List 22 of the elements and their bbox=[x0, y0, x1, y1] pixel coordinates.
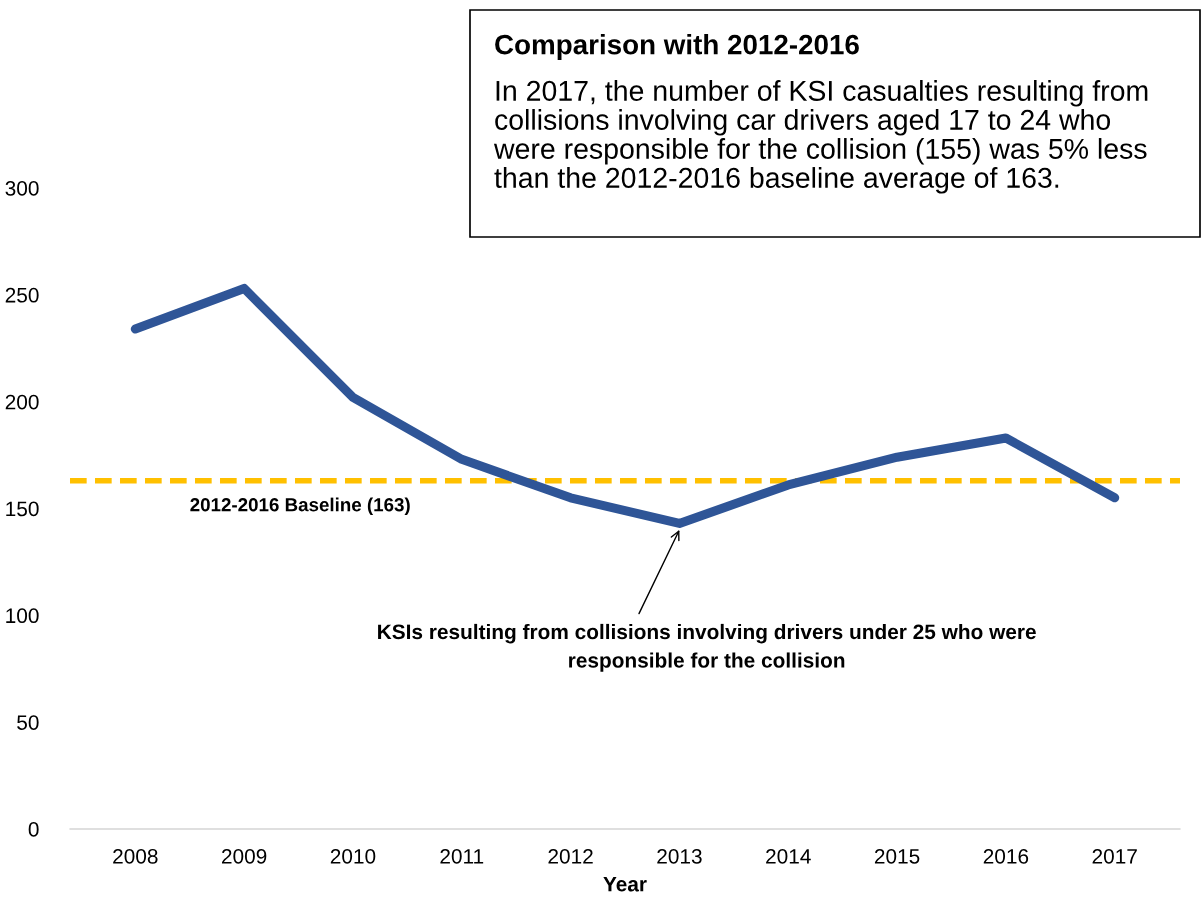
y-tick-label: 0 bbox=[28, 822, 39, 837]
annotation: KSIs resulting from collisions involving drivers under 25 who were responsible for the collision bbox=[378, 623, 1036, 672]
x-tick-label: 2017 bbox=[1092, 848, 1137, 864]
x-tick-label: 2009 bbox=[222, 848, 267, 864]
x-tick-label: 2012 bbox=[548, 848, 593, 864]
y-tick-label: 50 bbox=[17, 715, 39, 730]
x-tick-label: 2015 bbox=[874, 848, 920, 864]
y-tick-label: 150 bbox=[6, 501, 39, 517]
annotation: In 2017, the number of KSI casualties resulting from collisions involving car drivers aged 17 to 24 who were responsible for the collision (155) was 5% less than the 2012-2016 baseline average of 163. bbox=[493, 80, 1148, 194]
y-tick-label: 300 bbox=[5, 181, 39, 196]
y-tick-label: 250 bbox=[5, 287, 39, 303]
x-tick-label: 2013 bbox=[657, 848, 702, 864]
x-tick-label: 2014 bbox=[766, 848, 811, 864]
x-axis-title: Year bbox=[603, 876, 647, 892]
text: Comparison with 2012-2016 bbox=[495, 34, 859, 60]
x-tick-label: 2010 bbox=[330, 848, 376, 864]
x-tick-label: 2016 bbox=[983, 848, 1029, 864]
x-tick-label: 2011 bbox=[440, 848, 484, 864]
x-tick-label: 2008 bbox=[113, 848, 158, 864]
ref-line-label: 2012-2016 Baseline (163) bbox=[190, 497, 410, 516]
y-tick-label: 200 bbox=[5, 394, 39, 410]
y-tick-label: 100 bbox=[6, 608, 39, 624]
